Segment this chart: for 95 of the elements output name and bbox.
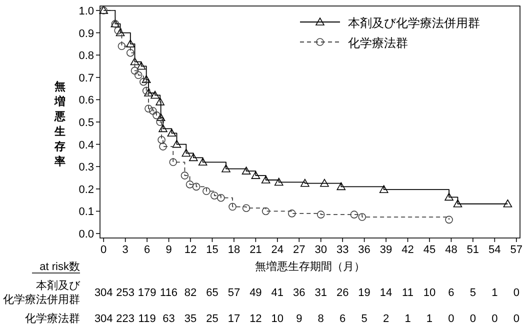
point xyxy=(152,111,160,120)
point xyxy=(228,202,236,211)
point xyxy=(242,166,251,174)
point xyxy=(320,178,329,187)
point xyxy=(140,78,148,86)
point xyxy=(316,210,325,218)
point xyxy=(192,182,200,191)
y-tick-label: 0.5 xyxy=(78,117,94,129)
y-tick-label: 0.4 xyxy=(78,139,94,152)
y-tick-label: 0.9 xyxy=(78,28,94,40)
point xyxy=(130,66,139,75)
x-tick-label: 45 xyxy=(423,244,436,256)
x-tick-label: 39 xyxy=(380,244,392,256)
point xyxy=(156,113,166,121)
point xyxy=(198,158,208,166)
point xyxy=(180,172,189,180)
point xyxy=(142,75,151,84)
point xyxy=(130,57,140,66)
y-tick-label: 0.0 xyxy=(78,228,94,241)
point xyxy=(379,185,388,193)
y-tick-label: 0.3 xyxy=(78,162,94,174)
x-tick-label: 42 xyxy=(402,244,414,256)
point xyxy=(158,136,166,144)
y-axis-title: 無増悪生存率 xyxy=(54,80,66,168)
point xyxy=(453,199,462,208)
x-tick-label: 57 xyxy=(510,244,523,256)
point xyxy=(202,187,210,196)
point xyxy=(358,213,366,221)
point xyxy=(222,164,230,172)
x-tick-label: 9 xyxy=(166,244,172,256)
x-tick-label: 3 xyxy=(122,244,128,256)
point xyxy=(336,182,346,190)
legend-label: 化学療法群 xyxy=(348,36,408,50)
point xyxy=(288,210,296,218)
y-tick-label: 0.7 xyxy=(78,72,94,84)
text: 304 253 179 116 82 65 57 49 41 36 31 26 19 14 11 10 6 5 1 0 xyxy=(94,287,520,299)
point xyxy=(444,192,454,201)
point xyxy=(156,118,164,126)
point xyxy=(445,216,453,224)
text: 304 223 119 63 35 25 17 12 10 9 8 6 5 2 1 1 0 0 0 0 xyxy=(94,313,520,325)
x-tick-label: 0 xyxy=(100,244,107,256)
x-tick-label: 6 xyxy=(144,244,150,256)
x-tick-label: 21 xyxy=(250,244,262,256)
point xyxy=(134,71,142,80)
x-tick-label: 30 xyxy=(314,244,327,256)
point xyxy=(189,153,198,162)
point xyxy=(262,207,270,216)
y-tick-label: 0.2 xyxy=(78,184,94,196)
point xyxy=(156,98,165,106)
x-tick-label: 27 xyxy=(293,244,306,256)
x-tick-label: 24 xyxy=(271,244,284,256)
point xyxy=(172,140,182,148)
legend-label: 本剤及び化学療法併用群 xyxy=(348,16,480,30)
point xyxy=(118,42,126,50)
point xyxy=(251,171,260,179)
point xyxy=(242,204,250,212)
point xyxy=(142,86,150,95)
point xyxy=(217,194,225,202)
point xyxy=(116,28,125,36)
x-tick-label: 12 xyxy=(184,244,197,256)
point xyxy=(261,176,270,184)
text: at risk数 xyxy=(40,261,80,273)
y-tick-label: 0.1 xyxy=(78,206,94,218)
x-tick-label: 54 xyxy=(488,244,501,256)
x-tick-label: 33 xyxy=(336,244,349,256)
point xyxy=(167,128,176,137)
point xyxy=(186,180,194,188)
x-tick-label: 51 xyxy=(466,244,480,256)
x-tick-label: 15 xyxy=(206,244,218,256)
point xyxy=(182,148,191,157)
point xyxy=(158,124,168,132)
point xyxy=(350,210,358,218)
text: 本剤及び化学療法併用群 xyxy=(3,279,81,306)
point xyxy=(148,106,157,115)
point xyxy=(300,178,310,187)
x-tick-label: 36 xyxy=(358,244,370,256)
point xyxy=(150,90,160,99)
point xyxy=(144,88,153,96)
point xyxy=(503,199,512,208)
text: 化学療法群 xyxy=(25,312,80,325)
point xyxy=(210,192,218,200)
point xyxy=(159,142,167,150)
x-tick-label: 18 xyxy=(228,244,240,256)
y-tick-label: 0.6 xyxy=(78,94,94,107)
point xyxy=(114,26,122,34)
point xyxy=(136,62,146,70)
point xyxy=(169,158,178,166)
x-tick-label: 48 xyxy=(445,244,458,256)
point xyxy=(126,48,134,57)
point xyxy=(144,104,152,113)
y-tick-label: 1.0 xyxy=(78,5,94,18)
x-axis-title: 無増悪生存期間（月） xyxy=(255,260,365,273)
point xyxy=(126,40,135,48)
y-tick-label: 0.8 xyxy=(78,50,94,62)
point xyxy=(274,178,284,186)
